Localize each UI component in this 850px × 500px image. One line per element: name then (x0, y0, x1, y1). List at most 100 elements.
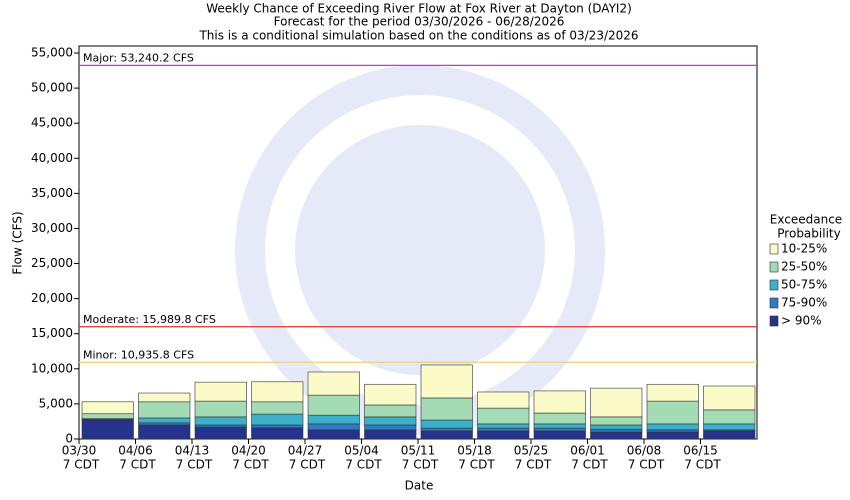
x-tick-sublabel: 7 CDT (176, 458, 213, 472)
bar-segment (194, 426, 247, 440)
bar-segment (590, 387, 643, 418)
reference-label: Major: 53,240.2 CFS (83, 51, 194, 64)
bar-segment (703, 409, 756, 425)
legend-swatch (769, 279, 779, 291)
x-tick-label: 05/11 (401, 444, 436, 458)
bar-segment (307, 414, 360, 425)
bar-segment (646, 400, 699, 425)
x-tick-label: 04/27 (288, 444, 323, 458)
bar-segment (307, 429, 360, 440)
bar-segment (364, 424, 417, 431)
bar-segment (533, 390, 586, 414)
bar-segment (138, 417, 191, 424)
x-tick-sublabel: 7 CDT (515, 458, 552, 472)
bar-segment (138, 424, 191, 440)
x-tick-sublabel: 7 CDT (119, 458, 156, 472)
x-tick-label: 04/13 (175, 444, 210, 458)
bar-segment (420, 397, 473, 421)
y-tick-label: 35,000 (31, 186, 73, 200)
bar-segment (251, 424, 304, 429)
y-tick-label: 0 (65, 432, 73, 446)
bar-segment (364, 416, 417, 426)
y-tick-label: 20,000 (31, 291, 73, 305)
bar-segment (420, 430, 473, 440)
bar-segment (194, 416, 247, 426)
bar-segment (477, 430, 530, 440)
y-tick-label: 15,000 (31, 326, 73, 340)
bar-segment (590, 428, 643, 433)
bar-segment (307, 371, 360, 396)
legend-swatch (769, 315, 779, 327)
bar-segment (703, 430, 756, 440)
bar-segment (81, 401, 134, 415)
x-tick-label: 05/25 (514, 444, 549, 458)
chart-subtitle: Forecast for the period 03/30/2026 - 06/… (274, 15, 565, 29)
bar-segment (477, 423, 530, 429)
bar-segment (703, 385, 756, 411)
bar-segment (420, 427, 473, 432)
x-axis-label: Date (405, 479, 434, 493)
bar-segment (477, 427, 530, 432)
bar-segment (307, 423, 360, 431)
y-tick-label: 10,000 (31, 361, 73, 375)
bar-segment (646, 383, 699, 402)
y-tick-label: 30,000 (31, 221, 73, 235)
legend-label: > 90% (781, 314, 822, 328)
x-tick-label: 05/04 (344, 444, 379, 458)
bar-segment (533, 427, 586, 432)
x-tick-label: 04/06 (118, 444, 153, 458)
bar-segment (364, 383, 417, 406)
y-tick-label: 55,000 (31, 46, 73, 60)
x-tick-sublabel: 7 CDT (232, 458, 269, 472)
reference-label: Moderate: 15,989.8 CFS (83, 313, 216, 326)
bar-segment (81, 419, 134, 440)
bar-segment (646, 429, 699, 433)
bar-segment (420, 364, 473, 399)
bar-segment (251, 413, 304, 426)
y-tick-label: 40,000 (31, 151, 73, 165)
legend-label: 10-25% (781, 242, 827, 256)
bar-segment (477, 407, 530, 425)
bar-segment (703, 423, 756, 431)
x-tick-label: 06/15 (683, 444, 718, 458)
legend-swatch (769, 297, 779, 309)
legend-title: Exceedance (770, 213, 842, 227)
legend-swatch (769, 261, 779, 273)
x-tick-label: 03/30 (62, 444, 97, 458)
legend-label: 75-90% (781, 296, 827, 310)
bar-segment (194, 424, 247, 428)
x-tick-sublabel: 7 CDT (345, 458, 382, 472)
bar-segment (477, 391, 530, 409)
x-tick-sublabel: 7 CDT (402, 458, 439, 472)
bar-segment (590, 431, 643, 440)
legend-title: Probability (777, 227, 840, 241)
legend-label: 50-75% (781, 278, 827, 292)
x-tick-sublabel: 7 CDT (684, 458, 721, 472)
bar-segment (81, 413, 134, 419)
x-tick-label: 06/01 (570, 444, 605, 458)
x-tick-sublabel: 7 CDT (458, 458, 495, 472)
bar-segment (590, 416, 643, 426)
y-tick-label: 50,000 (31, 81, 73, 95)
reference-label: Minor: 10,935.8 CFS (83, 348, 194, 361)
watermark (235, 65, 605, 435)
bar-segment (533, 412, 586, 425)
bar-segment (364, 429, 417, 440)
y-axis-label: Flow (CFS) (11, 211, 25, 274)
x-tick-sublabel: 7 CDT (63, 458, 100, 472)
chart-title: Weekly Chance of Exceeding River Flow at… (206, 2, 632, 16)
y-tick-label: 5,000 (39, 396, 73, 410)
legend-label: 25-50% (781, 260, 827, 274)
bar-segment (533, 430, 586, 440)
x-tick-sublabel: 7 CDT (571, 458, 608, 472)
bar-segment (138, 392, 191, 403)
bar-segment (646, 423, 699, 431)
x-tick-label: 06/08 (627, 444, 662, 458)
x-tick-sublabel: 7 CDT (289, 458, 326, 472)
bar-segment (251, 401, 304, 415)
y-tick-label: 25,000 (31, 256, 73, 270)
bar-segment (420, 419, 473, 429)
bar-segment (138, 401, 191, 419)
x-tick-label: 05/18 (457, 444, 492, 458)
